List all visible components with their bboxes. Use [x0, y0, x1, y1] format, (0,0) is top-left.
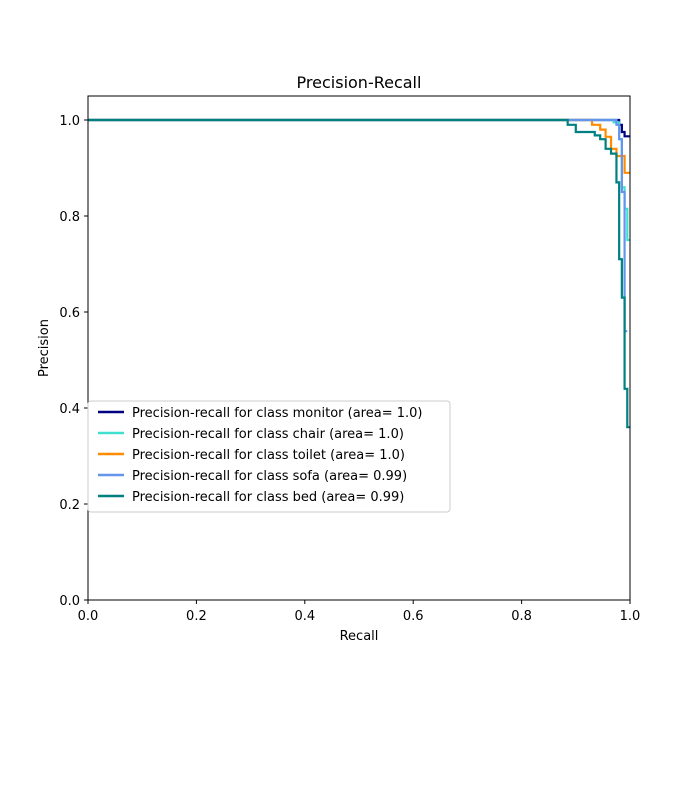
y-axis-label: Precision	[37, 319, 52, 377]
legend-entry: Precision-recall for class sofa (area= 0…	[132, 469, 407, 484]
x-tick-label: 0.0	[78, 609, 99, 624]
y-tick-label: 0.0	[59, 594, 80, 609]
y-tick-label: 0.4	[59, 402, 80, 417]
x-tick-label: 1.0	[620, 609, 641, 624]
series-line-3	[88, 118, 628, 333]
legend-entry: Precision-recall for class toilet (area=…	[132, 448, 405, 463]
legend-entry: Precision-recall for class chair (area= …	[132, 427, 404, 442]
y-tick-label: 0.8	[59, 210, 80, 225]
legend: Precision-recall for class monitor (area…	[87, 400, 451, 513]
x-axis-ticks: 0.0 0.2 0.4 0.6 0.8 1.0	[78, 600, 641, 624]
series-line-0	[88, 118, 630, 138]
series-layer	[88, 118, 630, 429]
x-tick-label: 0.8	[511, 609, 532, 624]
x-axis-label: Recall	[340, 629, 379, 644]
legend-box	[87, 400, 451, 513]
x-tick-label: 0.2	[186, 609, 207, 624]
y-tick-label: 0.2	[59, 498, 80, 513]
plot-frame	[87, 95, 631, 601]
chart-title: Precision-Recall	[297, 73, 422, 92]
legend-entry: Precision-recall for class monitor (area…	[132, 406, 422, 421]
x-tick-label: 0.4	[294, 609, 315, 624]
series-line-2	[88, 118, 630, 174]
y-axis-ticks: 0.0 0.2 0.4 0.6 0.8 1.0	[59, 114, 88, 609]
x-tick-label: 0.6	[403, 609, 424, 624]
y-tick-label: 1.0	[59, 114, 80, 129]
legend-entry: Precision-recall for class bed (area= 0.…	[132, 490, 404, 505]
series-line-4	[88, 118, 630, 429]
y-tick-label: 0.6	[59, 306, 80, 321]
